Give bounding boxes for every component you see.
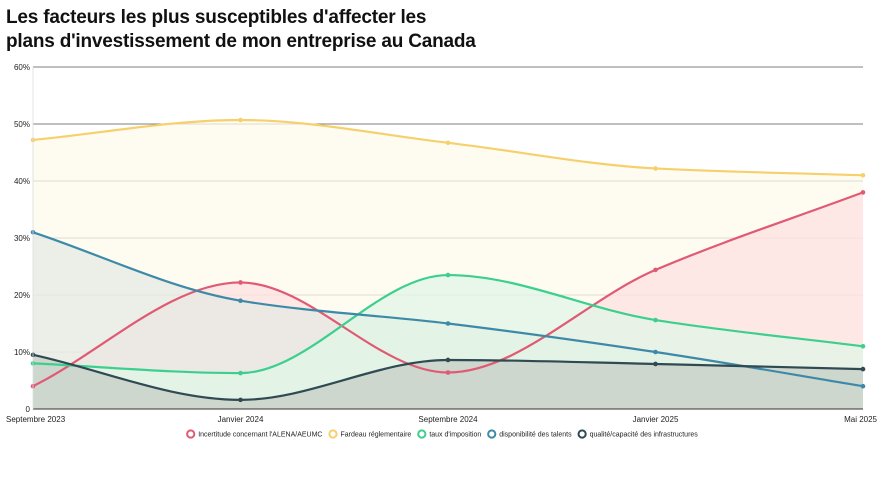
x-tick-label: Janvier 2024 (218, 415, 264, 424)
x-tick-label: Septembre 2024 (418, 415, 478, 424)
legend[interactable]: Incertitude concernant l'ALENA/AEUMC Fard… (186, 429, 699, 439)
data-point[interactable] (445, 140, 451, 146)
data-point[interactable] (860, 366, 866, 372)
data-point[interactable] (238, 280, 243, 285)
legend-label: Incertitude concernant l'ALENA/AEUMC (198, 432, 322, 439)
data-point[interactable] (653, 361, 658, 367)
data-point[interactable] (653, 166, 658, 171)
legend-label: disponibilité des talents (499, 432, 572, 439)
y-tick-label: 60% (14, 63, 30, 72)
legend-marker (417, 429, 427, 439)
y-tick-label: 0 (26, 405, 31, 414)
legend-label: qualité/capacité des infrastructures (590, 432, 699, 439)
y-tick-label: 50% (14, 120, 30, 129)
series-areas (33, 120, 863, 409)
y-tick-label: 20% (14, 291, 30, 300)
series-points (30, 117, 866, 403)
legend-item[interactable]: Incertitude concernant l'ALENA/AEUMC (186, 429, 322, 439)
data-point[interactable] (860, 190, 866, 195)
legend-marker (186, 429, 196, 439)
legend-item[interactable]: disponibilité des talents (487, 429, 572, 439)
x-tick-label: Mai 2025 (844, 415, 877, 424)
data-point[interactable] (653, 317, 658, 323)
legend-item[interactable]: taux d'imposition (417, 429, 481, 439)
legend-item[interactable]: Fardeau réglementaire (328, 429, 411, 439)
legend-item[interactable]: qualité/capacité des infrastructures (577, 429, 699, 439)
data-point[interactable] (445, 357, 451, 363)
data-point[interactable] (238, 397, 243, 403)
y-tick-label: 10% (14, 348, 30, 357)
x-tick-label: Septembre 2023 (6, 415, 66, 424)
data-point[interactable] (238, 117, 243, 123)
data-point[interactable] (445, 272, 451, 278)
data-point[interactable] (653, 349, 658, 355)
y-tick-label: 40% (14, 177, 30, 186)
data-point[interactable] (445, 370, 451, 375)
y-tick-label: 30% (14, 234, 30, 243)
data-point[interactable] (238, 370, 243, 376)
series-area (33, 354, 863, 409)
data-point[interactable] (238, 298, 243, 304)
legend-label: Fardeau réglementaire (340, 432, 411, 439)
legend-label: taux d'imposition (429, 432, 481, 439)
data-point[interactable] (653, 267, 658, 273)
axes: 0 10% 20% 30% 40% 50% 60% Septembre 2023 Janvier… (6, 63, 878, 424)
legend-marker (487, 429, 497, 439)
legend-marker (328, 429, 338, 439)
x-tick-label: Janvier 2025 (633, 415, 679, 424)
chart-title: Les facteurs les plus susceptibles d'aff… (6, 6, 476, 54)
data-point[interactable] (860, 344, 866, 349)
legend-marker (577, 429, 587, 439)
data-point[interactable] (860, 383, 866, 389)
chart-title-line-1: Les facteurs les plus susceptibles d'aff… (6, 7, 427, 28)
chart-title-line-2: plans d'investissement de mon entreprise… (6, 31, 476, 52)
data-point[interactable] (860, 173, 866, 178)
data-point[interactable] (445, 321, 451, 326)
